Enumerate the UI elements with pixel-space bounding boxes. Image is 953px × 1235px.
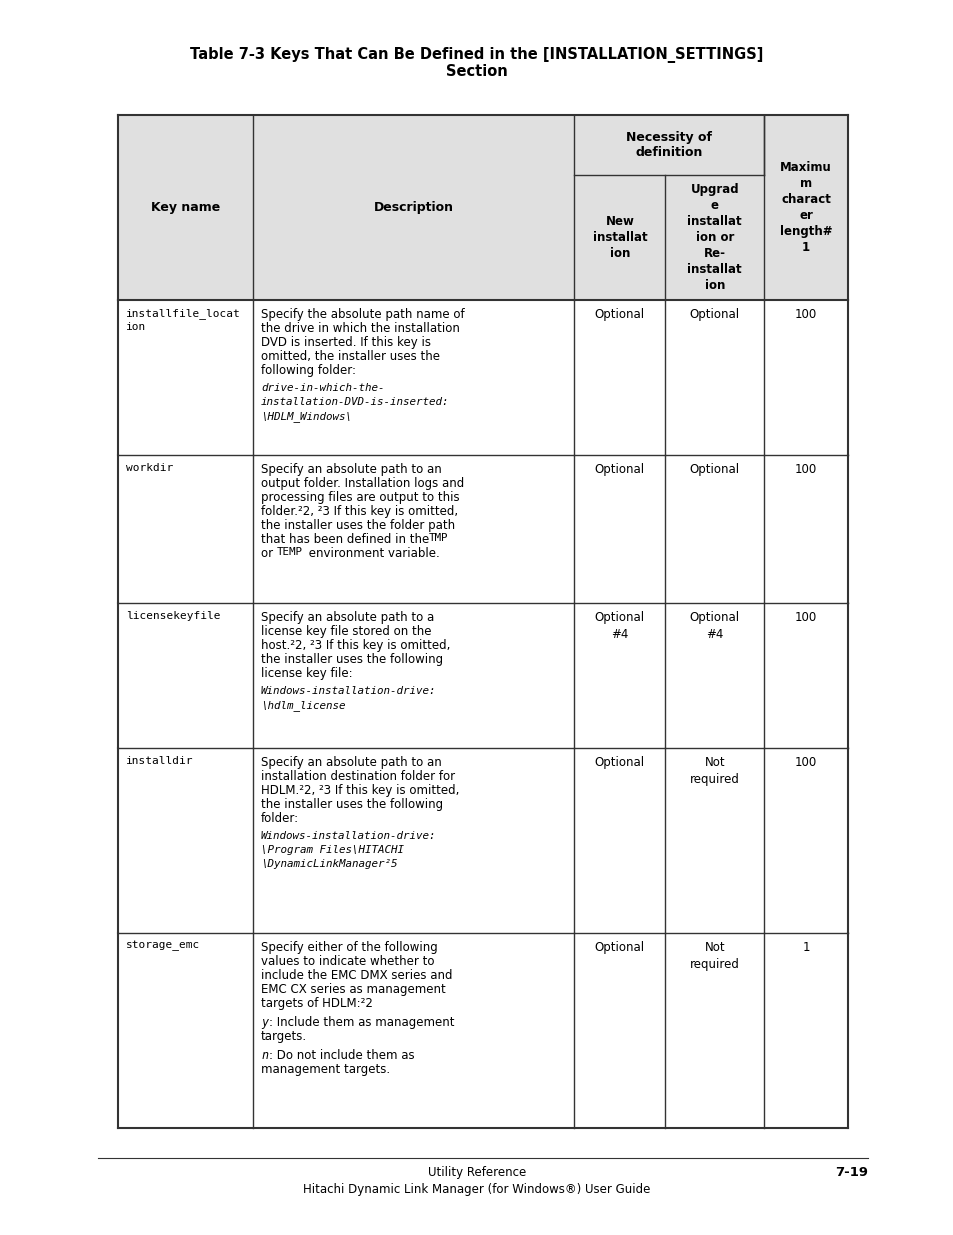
Text: environment variable.: environment variable.: [305, 547, 439, 559]
Text: the installer uses the following: the installer uses the following: [261, 653, 443, 666]
Text: Section: Section: [446, 64, 507, 79]
Text: Optional: Optional: [689, 463, 740, 475]
Text: Optional: Optional: [594, 463, 644, 475]
Text: workdir: workdir: [126, 463, 173, 473]
Text: or: or: [261, 547, 276, 559]
Text: Specify the absolute path name of: Specify the absolute path name of: [261, 308, 464, 321]
Text: targets.: targets.: [261, 1030, 307, 1044]
Bar: [118, 603, 847, 748]
Bar: [118, 115, 847, 300]
Text: license key file stored on the: license key file stored on the: [261, 625, 431, 638]
Text: y: y: [261, 1016, 268, 1029]
Text: \HDLM_Windows\: \HDLM_Windows\: [261, 411, 352, 422]
Text: \DynamicLinkManager²5: \DynamicLinkManager²5: [261, 860, 397, 869]
Text: include the EMC DMX series and: include the EMC DMX series and: [261, 969, 452, 982]
Text: 7-19: 7-19: [834, 1166, 867, 1179]
Text: folder.²2, ²3 If this key is omitted,: folder.²2, ²3 If this key is omitted,: [261, 505, 457, 517]
Text: Specify an absolute path to a: Specify an absolute path to a: [261, 611, 434, 624]
Text: DVD is inserted. If this key is: DVD is inserted. If this key is: [261, 336, 431, 350]
Text: Utility Reference: Utility Reference: [428, 1166, 525, 1179]
Text: Windows-installation-drive:: Windows-installation-drive:: [261, 685, 436, 697]
Text: Upgrad
e
installat
ion or
Re-
installat
ion: Upgrad e installat ion or Re- installat …: [687, 183, 741, 291]
Text: n: n: [261, 1049, 268, 1062]
Text: 100: 100: [794, 611, 817, 624]
Text: Windows-installation-drive:: Windows-installation-drive:: [261, 831, 436, 841]
Bar: [118, 932, 847, 1128]
Text: 100: 100: [794, 308, 817, 321]
Bar: [118, 300, 847, 454]
Text: Hitachi Dynamic Link Manager (for Windows®) User Guide: Hitachi Dynamic Link Manager (for Window…: [303, 1183, 650, 1195]
Text: installation destination folder for: installation destination folder for: [261, 769, 455, 783]
Text: Specify an absolute path to an: Specify an absolute path to an: [261, 756, 441, 769]
Text: license key file:: license key file:: [261, 667, 353, 680]
Text: targets of HDLM:²2: targets of HDLM:²2: [261, 997, 373, 1010]
Text: Optional
#4: Optional #4: [689, 611, 740, 641]
Text: Not
required: Not required: [689, 756, 739, 785]
Text: drive-in-which-the-: drive-in-which-the-: [261, 383, 384, 393]
Text: Maximu
m
charact
er
length#
1: Maximu m charact er length# 1: [779, 161, 831, 254]
Text: \hdlm_license: \hdlm_license: [261, 700, 345, 711]
Bar: [118, 454, 847, 603]
Text: Optional
#4: Optional #4: [594, 611, 644, 641]
Text: TMP: TMP: [429, 534, 448, 543]
Text: Specify either of the following: Specify either of the following: [261, 941, 437, 953]
Text: Optional: Optional: [594, 756, 644, 769]
Text: management targets.: management targets.: [261, 1063, 390, 1076]
Text: 100: 100: [794, 756, 817, 769]
Text: following folder:: following folder:: [261, 364, 355, 377]
Text: that has been defined in the: that has been defined in the: [261, 534, 433, 546]
Text: Optional: Optional: [689, 308, 740, 321]
Text: Optional: Optional: [594, 941, 644, 953]
Text: the drive in which the installation: the drive in which the installation: [261, 322, 459, 335]
Text: 100: 100: [794, 463, 817, 475]
Text: Specify an absolute path to an: Specify an absolute path to an: [261, 463, 441, 475]
Text: installdir: installdir: [126, 756, 193, 766]
Text: values to indicate whether to: values to indicate whether to: [261, 955, 435, 968]
Text: Not
required: Not required: [689, 941, 739, 971]
Text: installation-DVD-is-inserted:: installation-DVD-is-inserted:: [261, 396, 449, 408]
Text: New
installat
ion: New installat ion: [592, 215, 646, 261]
Text: storage_emc: storage_emc: [126, 941, 200, 951]
Text: Key name: Key name: [151, 201, 220, 214]
Text: Necessity of
definition: Necessity of definition: [625, 131, 711, 159]
Text: : Do not include them as: : Do not include them as: [269, 1049, 415, 1062]
Text: EMC CX series as management: EMC CX series as management: [261, 983, 445, 995]
Text: Optional: Optional: [594, 308, 644, 321]
Text: licensekeyfile: licensekeyfile: [126, 611, 220, 621]
Text: Description: Description: [374, 201, 454, 214]
Bar: [118, 748, 847, 932]
Text: 1: 1: [801, 941, 809, 953]
Text: installfile_locat
ion: installfile_locat ion: [126, 308, 240, 332]
Text: the installer uses the following: the installer uses the following: [261, 798, 443, 811]
Text: folder:: folder:: [261, 811, 299, 825]
Text: : Include them as management: : Include them as management: [269, 1016, 454, 1029]
Text: Table 7-3 Keys That Can Be Defined in the [INSTALLATION_SETTINGS]: Table 7-3 Keys That Can Be Defined in th…: [190, 47, 763, 63]
Text: the installer uses the folder path: the installer uses the folder path: [261, 519, 455, 532]
Text: TEMP: TEMP: [276, 547, 303, 557]
Text: omitted, the installer uses the: omitted, the installer uses the: [261, 350, 439, 363]
Text: HDLM.²2, ²3 If this key is omitted,: HDLM.²2, ²3 If this key is omitted,: [261, 784, 459, 797]
Text: processing files are output to this: processing files are output to this: [261, 492, 459, 504]
Text: output folder. Installation logs and: output folder. Installation logs and: [261, 477, 464, 490]
Text: host.²2, ²3 If this key is omitted,: host.²2, ²3 If this key is omitted,: [261, 638, 450, 652]
Text: \Program Files\HITACHI: \Program Files\HITACHI: [261, 845, 404, 855]
